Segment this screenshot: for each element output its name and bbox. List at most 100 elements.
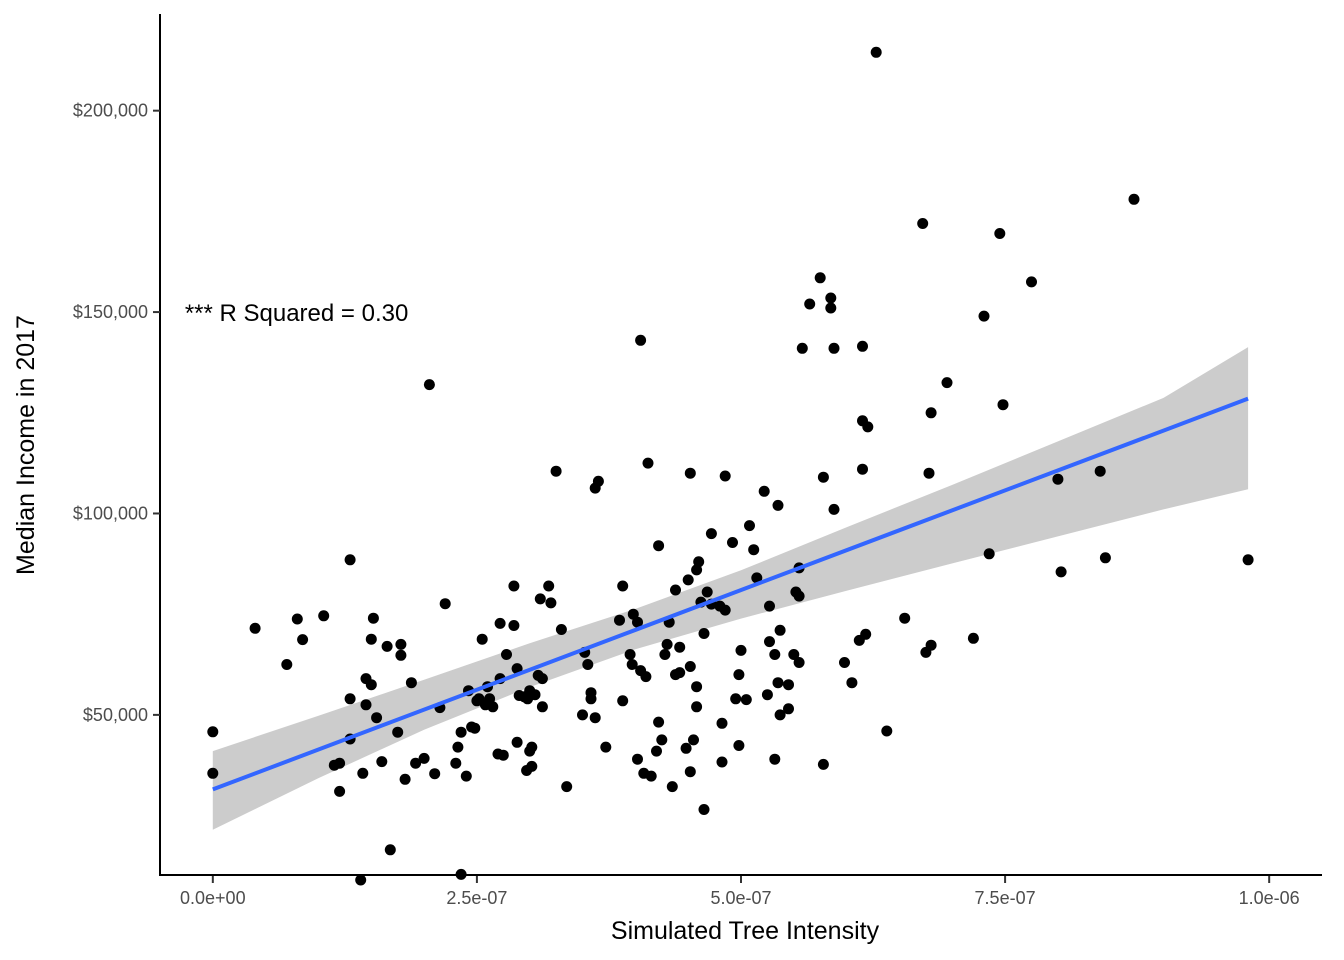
data-point [497,749,509,761]
data-point [653,540,665,552]
data-point [730,693,742,705]
data-point [857,463,868,475]
data-point [334,785,346,797]
x-axis-ticks: 0.0e+00 2.5e-07 5.0e-07 7.5e-07 1.0e-06 [180,876,1300,908]
data-point [651,745,662,757]
y-tick-label: $50,000 [83,705,148,725]
data-point [772,499,784,511]
x-axis-title: Simulated Tree Intensity [611,917,880,945]
confidence-band [212,347,1249,830]
data-point [983,548,995,560]
data-point [691,681,703,693]
data-point [751,572,763,584]
data-point [839,657,850,668]
data-point [1128,193,1140,205]
data-point [796,342,808,354]
data-point [360,699,372,711]
data-point [758,485,770,497]
data-point [617,580,629,592]
data-point [925,639,937,651]
data-point [543,580,555,592]
data-point [774,709,786,721]
y-axis-title: Median Income in 2017 [12,315,40,575]
data-point [740,694,752,706]
data-point [735,644,747,656]
y-tick-label: $200,000 [73,101,148,121]
data-point [653,716,665,728]
data-point [698,804,710,815]
data-point [392,726,404,738]
data-point [769,649,781,660]
data-point [769,753,781,765]
data-point [684,661,696,672]
data-point [862,421,874,433]
data-point [817,471,829,483]
data-point [1026,276,1037,288]
data-point [589,712,601,724]
data-point [550,465,562,477]
data-point [701,586,713,598]
data-point [804,298,816,310]
data-point [698,628,710,639]
data-point [772,677,784,689]
data-point [291,613,303,625]
data-point [674,667,686,679]
data-point [1094,465,1106,477]
data-point [788,649,800,660]
data-point [783,679,794,691]
data-point [967,632,979,644]
data-point [395,638,407,650]
data-point [705,528,717,540]
data-point [418,752,430,764]
data-point [682,574,694,586]
data-point [450,757,462,769]
data-point [1055,566,1067,578]
data-point [881,725,893,737]
data-point [828,503,840,515]
data-point [297,634,309,646]
data-point [334,757,346,769]
data-point [508,580,520,592]
data-point [716,756,728,768]
data-point [536,701,548,713]
x-tick-label: 1.0e-06 [1239,888,1300,908]
data-point [632,753,643,765]
data-point [1099,552,1111,564]
data-point [511,663,523,675]
x-tick-label: 5.0e-07 [710,888,771,908]
data-point [545,597,557,609]
data-point [455,726,467,738]
data-point [429,768,441,780]
data-point [536,673,548,685]
data-point [439,598,451,610]
data-point [281,659,293,670]
data-point [727,537,738,548]
data-point [376,756,388,768]
data-point [684,766,696,778]
data-point [365,679,377,691]
data-point [857,340,868,352]
data-point [534,593,546,605]
data-point [817,758,829,770]
data-point [600,741,612,753]
data-point [733,740,745,751]
data-point [371,712,383,724]
data-point [207,726,219,738]
data-point [764,600,775,612]
x-tick-label: 2.5e-07 [446,888,507,908]
fit-line-layer [212,396,1249,792]
data-point [925,407,937,419]
data-point [1052,473,1064,485]
data-point [617,695,629,707]
regression-line [212,396,1249,792]
data-point [487,701,499,713]
data-point [764,636,775,648]
data-point [748,544,760,556]
data-point [733,669,745,681]
data-point [941,377,953,389]
data-point [355,874,367,886]
data-point [381,640,393,652]
data-point [994,228,1006,239]
data-point [526,760,538,772]
